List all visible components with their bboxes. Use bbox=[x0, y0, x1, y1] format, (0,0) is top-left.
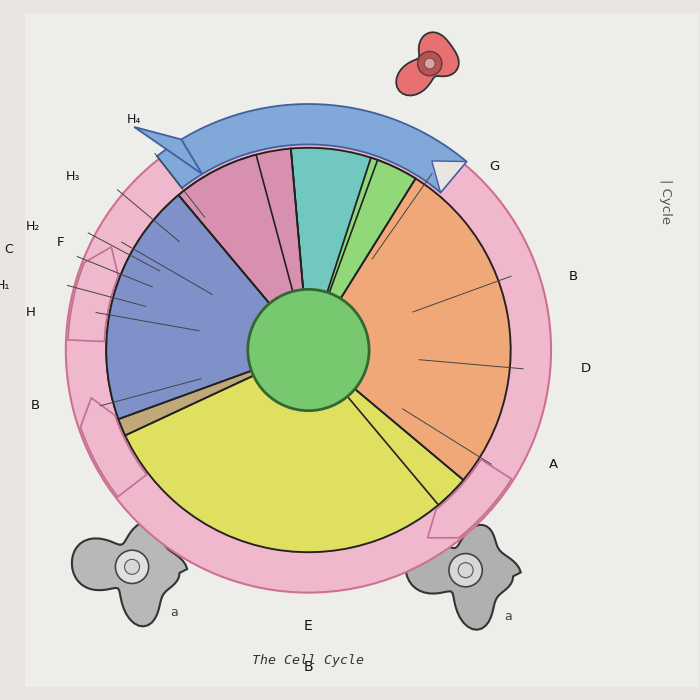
Circle shape bbox=[424, 58, 435, 69]
Text: a: a bbox=[170, 606, 178, 620]
Polygon shape bbox=[396, 32, 459, 95]
Polygon shape bbox=[405, 525, 521, 630]
Text: D: D bbox=[580, 363, 591, 375]
Text: | Cycle: | Cycle bbox=[659, 179, 672, 224]
Wedge shape bbox=[118, 350, 463, 552]
Text: B: B bbox=[568, 270, 578, 283]
Circle shape bbox=[449, 554, 482, 587]
Polygon shape bbox=[157, 104, 466, 192]
Text: H₄: H₄ bbox=[127, 113, 141, 126]
Circle shape bbox=[125, 559, 139, 574]
Circle shape bbox=[248, 289, 369, 411]
Text: E: E bbox=[304, 620, 313, 634]
Circle shape bbox=[458, 563, 473, 578]
Wedge shape bbox=[178, 148, 309, 350]
Text: H₂: H₂ bbox=[25, 220, 40, 232]
Wedge shape bbox=[106, 195, 309, 419]
Text: C: C bbox=[4, 244, 13, 256]
Polygon shape bbox=[80, 398, 147, 497]
Text: F: F bbox=[57, 236, 64, 248]
Circle shape bbox=[418, 52, 442, 76]
Polygon shape bbox=[432, 161, 466, 192]
Text: B: B bbox=[304, 659, 313, 673]
Text: B: B bbox=[30, 399, 39, 412]
Polygon shape bbox=[72, 522, 187, 626]
Text: H₃: H₃ bbox=[66, 169, 80, 183]
Circle shape bbox=[116, 550, 148, 584]
Text: A: A bbox=[549, 458, 558, 471]
Text: H: H bbox=[25, 306, 36, 319]
Text: G: G bbox=[489, 160, 500, 173]
Wedge shape bbox=[290, 148, 377, 350]
Wedge shape bbox=[309, 158, 416, 350]
Wedge shape bbox=[309, 160, 510, 505]
Polygon shape bbox=[134, 127, 202, 174]
Wedge shape bbox=[106, 155, 309, 435]
Text: a: a bbox=[504, 610, 512, 622]
Polygon shape bbox=[68, 247, 118, 342]
Text: H₁: H₁ bbox=[0, 279, 10, 292]
Wedge shape bbox=[66, 107, 551, 593]
Polygon shape bbox=[428, 459, 512, 538]
Text: The Cell Cycle: The Cell Cycle bbox=[253, 654, 365, 666]
